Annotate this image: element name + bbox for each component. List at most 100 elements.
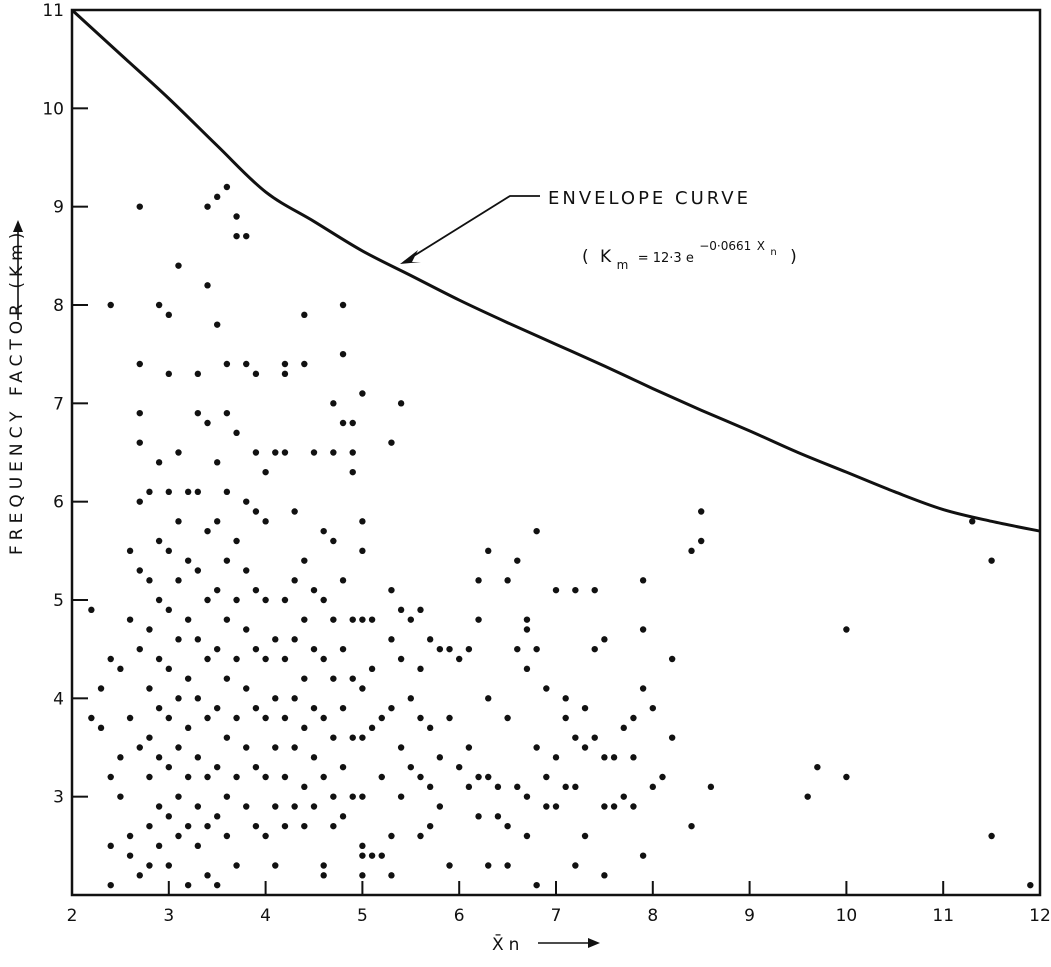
data-point xyxy=(591,645,598,653)
data-point xyxy=(223,183,231,191)
data-point xyxy=(359,852,366,859)
data-point xyxy=(417,665,424,673)
data-point xyxy=(136,360,143,368)
data-point xyxy=(233,213,240,220)
data-point xyxy=(368,852,376,859)
data-point xyxy=(233,862,240,869)
data-point xyxy=(272,862,279,869)
data-point xyxy=(1027,881,1034,889)
data-point xyxy=(562,783,569,791)
data-point xyxy=(359,616,366,623)
data-point xyxy=(146,734,153,741)
data-point xyxy=(620,793,627,800)
data-point xyxy=(194,370,202,378)
data-point xyxy=(397,606,405,614)
x-axis-label: X̄n xyxy=(492,933,600,955)
data-point xyxy=(330,675,337,682)
envelope-annotation: ENVELOPE CURVE ( K m = 12·3 e −0·0661 X … xyxy=(400,188,797,272)
data-point xyxy=(136,567,143,574)
data-point xyxy=(388,439,395,446)
data-point xyxy=(330,793,337,800)
x-axis-arrowhead xyxy=(588,938,600,948)
data-point xyxy=(262,468,269,476)
data-point xyxy=(339,577,347,584)
data-point xyxy=(233,537,240,545)
data-point xyxy=(107,655,114,663)
data-point xyxy=(388,832,395,840)
x-axis-ticks: 2 3 4 5 6 7 8 9 10 11 12 xyxy=(67,881,1051,926)
data-point xyxy=(436,754,444,761)
data-point xyxy=(204,282,211,289)
data-point xyxy=(252,704,260,712)
data-point xyxy=(436,803,444,810)
data-point xyxy=(426,783,434,791)
data-point xyxy=(214,881,221,889)
data-point xyxy=(291,508,298,515)
data-point xyxy=(214,586,221,594)
data-point xyxy=(126,714,134,722)
data-point xyxy=(194,567,202,574)
data-point xyxy=(281,714,289,722)
data-point xyxy=(97,724,105,732)
data-point xyxy=(291,636,298,643)
data-point xyxy=(707,783,715,791)
data-point xyxy=(243,567,250,574)
data-point xyxy=(214,321,221,328)
data-point xyxy=(601,872,608,879)
data-point xyxy=(204,203,211,210)
data-point xyxy=(339,645,347,653)
data-point xyxy=(117,665,124,673)
data-point xyxy=(107,881,114,889)
x-tick-label: 5 xyxy=(357,906,368,926)
data-point xyxy=(281,370,289,378)
data-point xyxy=(214,193,221,201)
data-point xyxy=(397,400,405,407)
data-point xyxy=(494,813,502,820)
data-point xyxy=(281,773,289,781)
data-point xyxy=(262,655,269,663)
data-point xyxy=(107,301,114,309)
data-point xyxy=(485,695,492,702)
data-point xyxy=(339,301,347,309)
data-point xyxy=(184,616,192,623)
data-point xyxy=(281,822,289,830)
data-point xyxy=(698,508,705,515)
data-point xyxy=(388,586,395,594)
data-point xyxy=(146,822,153,830)
data-point xyxy=(814,763,821,771)
data-point xyxy=(485,773,492,781)
data-point xyxy=(136,498,143,505)
data-point xyxy=(417,606,424,614)
data-point xyxy=(339,350,347,358)
data-point xyxy=(339,763,347,771)
data-point xyxy=(233,714,240,722)
data-point xyxy=(243,360,250,368)
data-point xyxy=(165,311,172,319)
data-point xyxy=(456,655,463,663)
data-point xyxy=(320,773,327,781)
data-point xyxy=(639,626,647,633)
data-point xyxy=(310,586,318,594)
data-point xyxy=(359,518,366,525)
data-point xyxy=(330,400,337,407)
data-point xyxy=(310,754,318,761)
annotation-label: ENVELOPE CURVE xyxy=(548,188,751,209)
data-point xyxy=(88,714,95,722)
data-point xyxy=(214,518,221,525)
data-point xyxy=(97,685,105,692)
y-axis-arrowhead xyxy=(13,220,23,232)
data-point xyxy=(591,586,598,594)
data-point xyxy=(223,488,231,496)
data-point xyxy=(349,468,356,476)
data-point xyxy=(184,488,192,496)
data-point xyxy=(523,626,531,633)
data-point xyxy=(223,409,231,417)
y-tick-label: 4 xyxy=(53,689,64,709)
data-point xyxy=(843,626,850,633)
data-point xyxy=(136,645,143,653)
annotation-arrowhead xyxy=(400,250,421,264)
data-point xyxy=(523,832,531,840)
data-point xyxy=(988,832,995,840)
data-point xyxy=(320,655,327,663)
data-point xyxy=(136,409,143,417)
